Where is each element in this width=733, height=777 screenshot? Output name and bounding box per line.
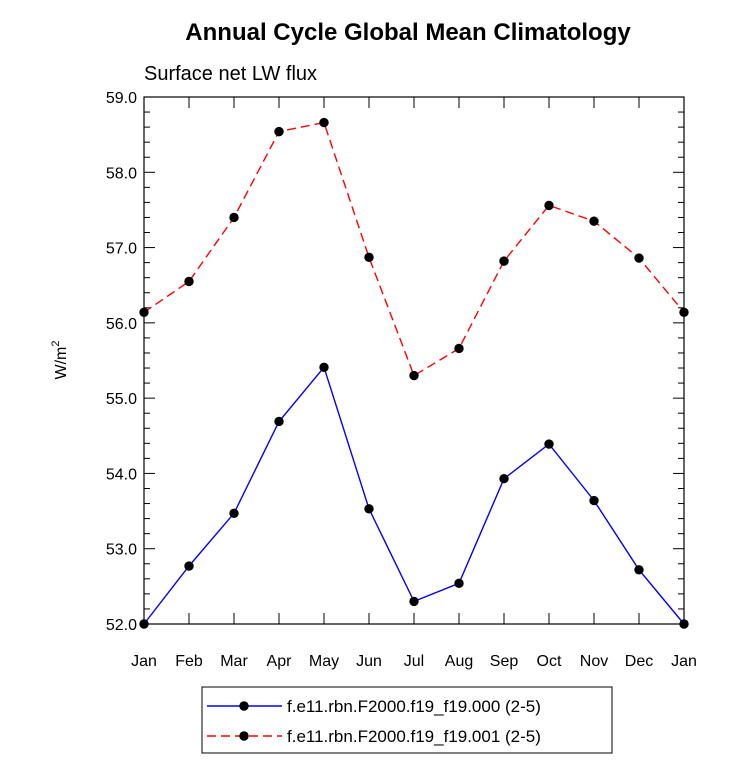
legend-label-0: f.e11.rbn.F2000.f19_f19.000 (2-5) — [287, 697, 541, 716]
x-tick-label: Aug — [445, 653, 473, 670]
legend-label-1: f.e11.rbn.F2000.f19_f19.001 (2-5) — [287, 727, 541, 746]
data-point — [499, 473, 509, 484]
series-line-0 — [143, 365, 685, 625]
data-point — [319, 117, 329, 128]
data-point — [274, 126, 284, 137]
data-point — [139, 307, 149, 318]
data-point — [544, 200, 554, 211]
data-point — [454, 343, 464, 354]
legend-marker — [239, 701, 249, 711]
chart-subtitle: Surface net LW flux — [144, 63, 317, 85]
data-point — [589, 495, 599, 506]
y-tick-label: 56.0 — [106, 316, 137, 333]
y-tick-label: 55.0 — [106, 391, 137, 408]
data-point — [409, 596, 419, 607]
data-point — [319, 362, 329, 372]
x-tick-label: Nov — [580, 653, 608, 670]
data-point — [184, 276, 194, 287]
data-point — [364, 252, 374, 263]
x-tick-label: Jan — [131, 653, 157, 670]
x-tick-label: Jan — [671, 653, 697, 670]
y-axis-label-text: W/m — [53, 347, 70, 380]
x-tick-label: Sep — [490, 653, 519, 670]
chart-title: Annual Cycle Global Mean Climatology — [185, 19, 631, 46]
series-points — [139, 117, 689, 629]
data-point — [364, 504, 374, 514]
data-point — [634, 565, 644, 575]
data-point — [679, 619, 689, 629]
x-tick-label: Apr — [267, 653, 293, 670]
data-point — [679, 307, 689, 318]
y-tick-label: 58.0 — [106, 165, 137, 182]
x-tick-label: Oct — [537, 653, 562, 670]
plot-frame — [143, 96, 685, 625]
legend-box — [201, 686, 613, 754]
data-point — [409, 370, 419, 381]
x-tick-label: Feb — [175, 653, 203, 670]
data-point — [139, 619, 149, 629]
data-point — [229, 212, 239, 223]
y-axis-label-superscript: 2 — [50, 341, 62, 347]
y-tick-label: 54.0 — [106, 466, 137, 483]
legend: f.e11.rbn.F2000.f19_f19.000 (2-5) f.e11.r… — [207, 697, 541, 746]
series-line-1 — [143, 121, 685, 377]
data-point — [274, 416, 284, 427]
data-point — [499, 256, 509, 266]
y-tick-label: 52.0 — [106, 617, 137, 634]
x-tick-label: Mar — [220, 653, 248, 670]
y-tick-label: 57.0 — [106, 241, 137, 258]
data-point — [454, 578, 464, 589]
svg-text:W/m2: W/m2 — [50, 341, 70, 380]
x-tick-label: Dec — [625, 653, 653, 670]
y-tick-label: 53.0 — [106, 542, 137, 559]
data-point — [544, 439, 554, 449]
y-axis-label: W/m2 — [50, 341, 70, 380]
data-point — [589, 216, 599, 226]
data-point — [634, 253, 644, 263]
x-tick-label: Jun — [356, 653, 382, 670]
x-tick-label: Jul — [404, 653, 424, 670]
ticks: 52.0 53.0 54.0 55.0 56.0 57.0 58.0 59.0 Jan Feb Ma… — [106, 90, 697, 670]
legend-marker — [239, 731, 249, 741]
y-tick-label: 59.0 — [106, 90, 137, 107]
data-point — [229, 508, 239, 519]
x-tick-label: May — [309, 653, 339, 670]
data-point — [184, 561, 194, 571]
